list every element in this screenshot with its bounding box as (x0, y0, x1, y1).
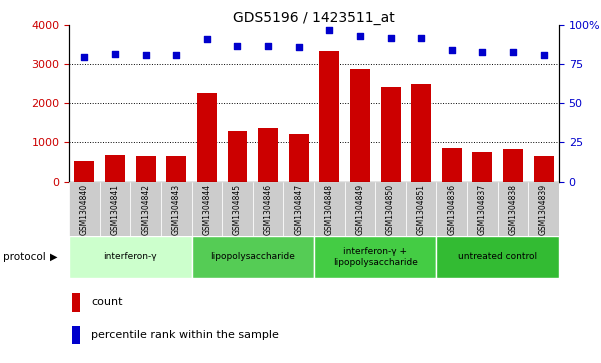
Bar (472, 152, 492, 182)
Bar (166, 156, 186, 182)
Bar (467, 182, 498, 236)
Bar (344, 182, 375, 236)
Text: GSM1304838: GSM1304838 (508, 184, 517, 235)
Bar (130, 182, 161, 236)
Bar (222, 182, 253, 236)
Text: GSM1304850: GSM1304850 (386, 184, 395, 235)
Bar (314, 182, 344, 236)
Point (79, 54, 89, 60)
Bar (228, 131, 248, 182)
Bar (503, 149, 523, 182)
Bar (72, 293, 81, 311)
Text: count: count (91, 297, 123, 307)
Point (447, 48, 457, 53)
Point (478, 49, 487, 55)
Text: GDS5196 / 1423511_at: GDS5196 / 1423511_at (233, 11, 395, 25)
Bar (288, 134, 309, 182)
Point (416, 35, 426, 41)
Point (508, 49, 518, 55)
Bar (528, 182, 559, 236)
Point (294, 44, 304, 50)
Text: GSM1304849: GSM1304849 (355, 184, 364, 235)
Bar (319, 51, 340, 182)
Bar (411, 84, 431, 182)
Bar (72, 326, 81, 344)
Bar (436, 236, 559, 278)
Text: GSM1304847: GSM1304847 (294, 184, 304, 235)
Point (355, 33, 365, 39)
Text: GSM1304848: GSM1304848 (325, 184, 334, 235)
Bar (314, 236, 436, 278)
Text: ▶: ▶ (50, 252, 57, 262)
Text: GSM1304837: GSM1304837 (478, 184, 487, 235)
Bar (534, 156, 554, 182)
Bar (161, 182, 192, 236)
Text: interferon-γ +
lipopolysaccharide: interferon-γ + lipopolysaccharide (333, 247, 418, 266)
Bar (75, 161, 94, 182)
Bar (136, 156, 156, 182)
Bar (69, 236, 192, 278)
Bar (192, 182, 222, 236)
Bar (197, 93, 217, 182)
Text: GSM1304851: GSM1304851 (416, 184, 426, 235)
Text: GSM1304839: GSM1304839 (539, 184, 548, 235)
Bar (406, 182, 436, 236)
Text: lipopolysaccharide: lipopolysaccharide (210, 252, 295, 261)
Text: GSM1304840: GSM1304840 (80, 184, 89, 235)
Point (325, 27, 334, 33)
Text: GSM1304843: GSM1304843 (172, 184, 181, 235)
Text: protocol: protocol (3, 252, 46, 262)
Point (141, 52, 150, 58)
Point (202, 37, 212, 42)
Bar (192, 236, 314, 278)
Bar (105, 155, 125, 182)
Point (386, 35, 395, 41)
Point (233, 43, 242, 49)
Bar (442, 148, 462, 182)
Text: GSM1304846: GSM1304846 (264, 184, 273, 235)
Bar (284, 182, 314, 236)
Point (263, 43, 273, 49)
Text: percentile rank within the sample: percentile rank within the sample (91, 330, 279, 340)
Point (110, 50, 120, 56)
Text: interferon-γ: interferon-γ (103, 252, 157, 261)
Text: GSM1304836: GSM1304836 (447, 184, 456, 235)
Bar (350, 69, 370, 182)
Bar (498, 182, 528, 236)
Text: GSM1304845: GSM1304845 (233, 184, 242, 235)
Bar (258, 129, 278, 182)
Text: GSM1304844: GSM1304844 (203, 184, 212, 235)
Text: GSM1304841: GSM1304841 (111, 184, 120, 235)
Bar (69, 182, 100, 236)
Text: GSM1304842: GSM1304842 (141, 184, 150, 235)
Point (171, 52, 181, 58)
Text: untreated control: untreated control (458, 252, 537, 261)
Bar (100, 182, 130, 236)
Bar (375, 182, 406, 236)
Point (539, 52, 549, 58)
Bar (253, 182, 284, 236)
Bar (436, 182, 467, 236)
Bar (380, 87, 400, 182)
